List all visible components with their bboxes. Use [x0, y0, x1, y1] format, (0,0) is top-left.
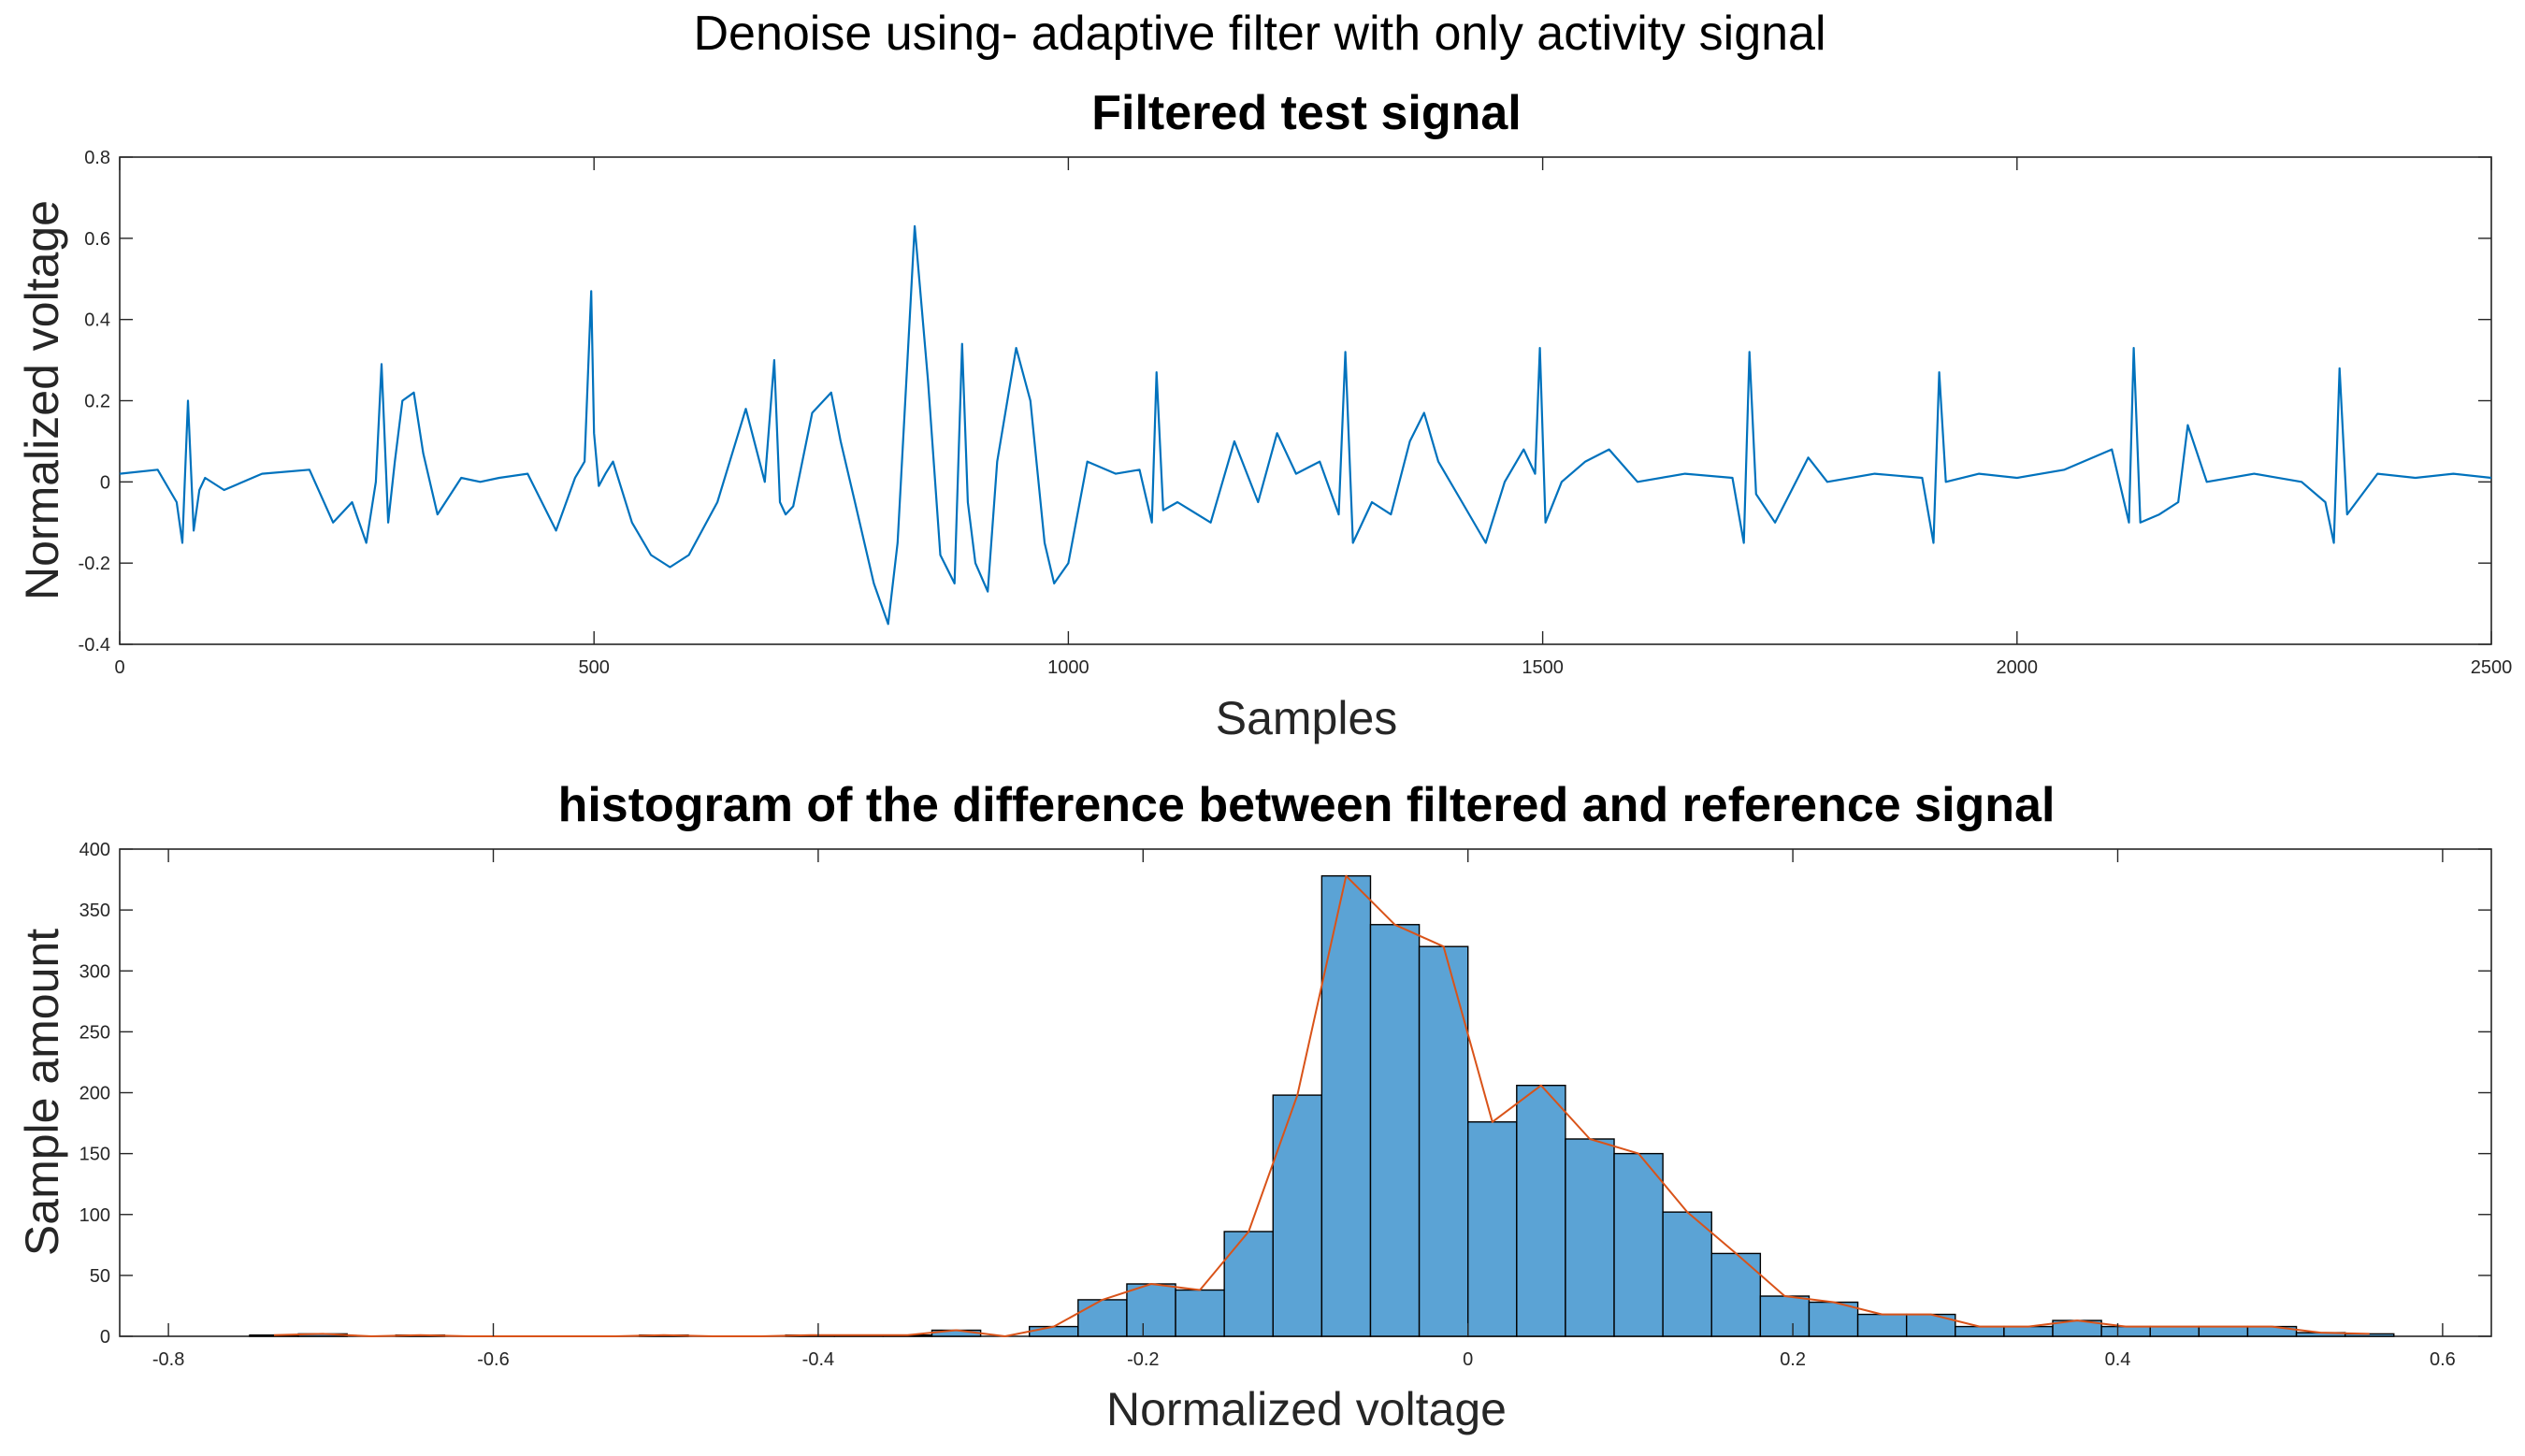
- histogram-envelope-line: [273, 874, 2370, 1337]
- histogram-ytick-label: 0: [100, 1327, 110, 1348]
- line-chart-xtick-label: 500: [579, 657, 610, 678]
- line-chart-ytick-label: 0.2: [84, 392, 110, 412]
- histogram-bar: [1029, 1325, 1079, 1337]
- histogram-bar: [1613, 1152, 1664, 1337]
- histogram-bar: [1516, 1084, 1566, 1337]
- histogram-bar: [1077, 1299, 1128, 1337]
- histogram-xtick-label: -0.8: [152, 1349, 184, 1370]
- line-chart-ylabel: Normalized voltage: [16, 200, 68, 600]
- histogram-bar: [1272, 1094, 1323, 1337]
- line-chart-xlabel: Samples: [1216, 692, 1398, 744]
- histogram-bar: [1126, 1283, 1176, 1337]
- line-chart-xtick-label: 1500: [1522, 657, 1564, 678]
- line-chart-ytick-label: 0.6: [84, 229, 110, 250]
- histogram-bar: [1759, 1295, 1811, 1337]
- histogram-bar: [1320, 874, 1372, 1337]
- histogram-bar: [1223, 1231, 1274, 1337]
- histogram-xtick-label: 0: [1463, 1349, 1473, 1370]
- histogram-ytick-label: 250: [79, 1022, 110, 1043]
- histogram-bar: [2003, 1325, 2054, 1337]
- histogram-bar: [2149, 1325, 2200, 1337]
- histogram-ytick-label: 350: [79, 901, 110, 921]
- histogram-bar: [2100, 1325, 2151, 1337]
- histogram-xtick-label: -0.2: [1127, 1349, 1159, 1370]
- histogram-bar: [1565, 1138, 1615, 1337]
- line-chart-ytick-label: 0.4: [84, 310, 110, 331]
- histogram-bar: [2198, 1325, 2249, 1337]
- figure-suptitle: Denoise using- adaptive filter with only…: [693, 7, 1825, 61]
- histogram-bar: [1662, 1211, 1712, 1337]
- histogram-ytick-label: 100: [79, 1205, 110, 1226]
- histogram-xlabel: Normalized voltage: [1106, 1383, 1507, 1435]
- line-chart-ytick-label: 0.8: [84, 148, 110, 168]
- histogram-bar: [1175, 1289, 1225, 1337]
- histogram-xtick-label: -0.4: [802, 1349, 834, 1370]
- histogram-xtick-label: 0.4: [2105, 1349, 2131, 1370]
- histogram-ytick-label: 300: [79, 961, 110, 982]
- histogram-ylabel: Sample amount: [16, 929, 68, 1256]
- histogram-bar: [1418, 945, 1469, 1337]
- histogram-xtick-label: -0.6: [477, 1349, 509, 1370]
- histogram-bar: [1369, 924, 1421, 1337]
- histogram-bar: [1905, 1313, 1956, 1337]
- histogram-bar: [1710, 1252, 1762, 1337]
- line-chart-ytick-label: -0.2: [79, 554, 110, 574]
- line-chart-xtick-label: 2000: [1997, 657, 2039, 678]
- line-chart-xtick-label: 0: [114, 657, 124, 678]
- histogram-title: histogram of the difference between filt…: [558, 778, 2056, 832]
- histogram-panel: histogram of the difference between filt…: [16, 778, 2492, 1435]
- histogram-ytick-label: 400: [79, 840, 110, 860]
- histogram-bar: [1808, 1301, 1859, 1337]
- filtered-signal-line: [119, 224, 2492, 626]
- line-chart-panel: Filtered test signal 0 500 1000 1500 2000 250…: [16, 86, 2512, 744]
- histogram-xtick-label: 0.2: [1780, 1349, 1806, 1370]
- line-chart-ytick-label: -0.4: [79, 635, 110, 656]
- histogram-bar: [1466, 1121, 1518, 1337]
- line-chart-xtick-label: 2500: [2471, 657, 2513, 678]
- line-chart-xtick-label: 1000: [1047, 657, 1089, 678]
- histogram-xtick-label: 0.6: [2430, 1349, 2456, 1370]
- histogram-bar: [2344, 1333, 2395, 1337]
- histogram-bar: [1955, 1325, 2005, 1337]
- histogram-bar: [1856, 1313, 1908, 1337]
- line-chart-ytick-label: 0: [100, 472, 110, 493]
- line-chart-axes-box: [119, 156, 2492, 645]
- line-chart-title: Filtered test signal: [1091, 86, 1521, 140]
- histogram-ytick-label: 150: [79, 1145, 110, 1165]
- histogram-ytick-label: 50: [90, 1266, 110, 1287]
- histogram-ytick-label: 200: [79, 1084, 110, 1104]
